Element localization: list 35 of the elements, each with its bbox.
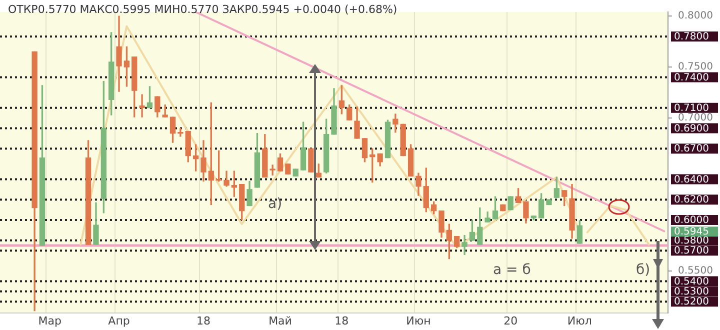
x-tick-label: Июн xyxy=(406,314,431,328)
ref-line-label: 0.6200 xyxy=(674,194,709,206)
ref-line-label: 0.6700 xyxy=(674,144,709,155)
ref-line-label: 0.5300 xyxy=(674,286,709,298)
x-tick-label: 20 xyxy=(504,314,518,328)
candlestick xyxy=(178,128,184,137)
ref-line-label: 0.5400 xyxy=(674,276,709,288)
ref-line-label: 0.5800 xyxy=(674,236,709,246)
ref-line-label: 0.5700 xyxy=(674,246,709,257)
candlestick xyxy=(270,164,276,176)
candlestick xyxy=(139,94,145,118)
ref-line-label: 0.5200 xyxy=(674,296,709,308)
x-tick-label: 18 xyxy=(334,314,349,328)
annotation: б) xyxy=(636,262,650,278)
ref-line-label: 0.7800 xyxy=(674,32,709,43)
annotation: а) xyxy=(268,196,282,212)
y-tick-label: 0.7500 xyxy=(678,62,713,73)
y-tick-label: 0.8000 xyxy=(678,10,713,22)
text: 0.5945 xyxy=(674,226,709,238)
x-tick-label: 18 xyxy=(196,314,210,328)
x-tick-label: Апр xyxy=(108,314,130,328)
ref-line-label: 0.7100 xyxy=(674,102,709,114)
ref-line-label: 0.6400 xyxy=(674,174,709,186)
ref-line-label: 0.6000 xyxy=(674,215,709,226)
y-tick-label: 0.7000 xyxy=(678,112,713,124)
y-tick-label: 0.5500 xyxy=(678,266,713,277)
ref-line-label: 0.6900 xyxy=(674,123,709,134)
candlestick xyxy=(462,234,468,256)
x-tick-label: Мар xyxy=(38,314,62,328)
chart-title: ОТКР0.5770 МАКС0.5995 МИН0.5770 ЗАКР0.5945 +0.0040 (+0.68%) xyxy=(8,3,398,16)
x-tick-label: Май xyxy=(268,314,292,328)
candlestick xyxy=(116,16,122,92)
x-tick-label: Июл xyxy=(567,314,592,328)
annotation: а = б xyxy=(493,262,531,278)
ref-line-label: 0.7400 xyxy=(674,72,709,84)
